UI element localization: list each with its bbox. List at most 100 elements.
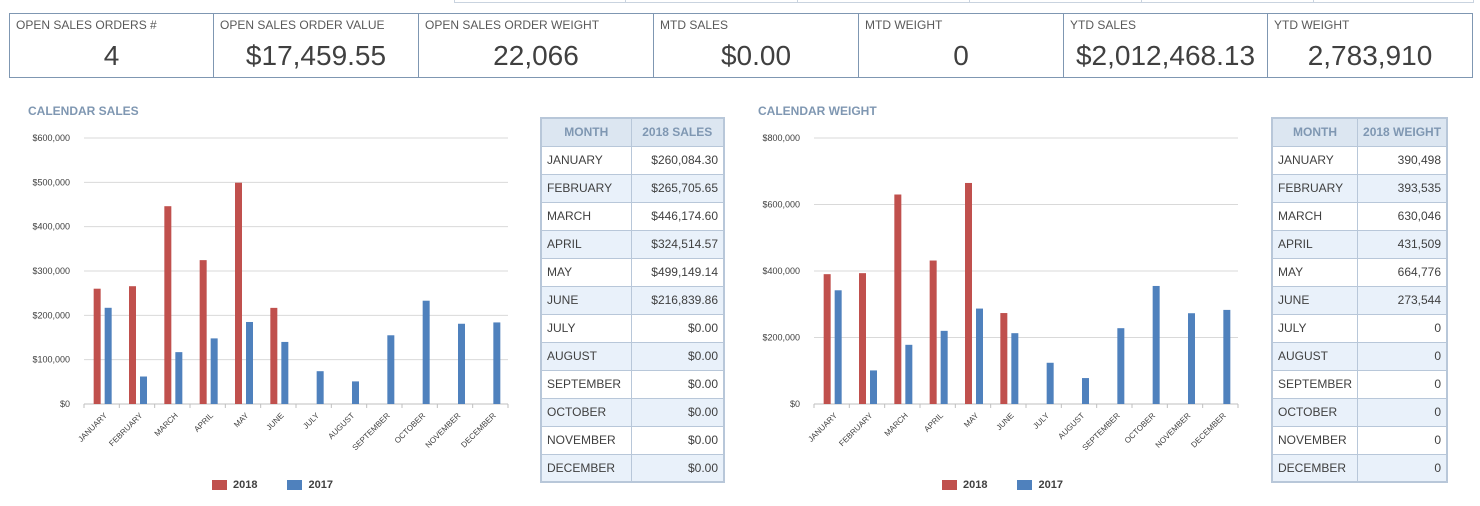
kpi-label: MTD WEIGHT xyxy=(865,18,943,32)
month-cell: SEPTEMBER xyxy=(1271,369,1359,399)
kpi-value: $0.00 xyxy=(720,40,792,71)
x-tick-label: DECEMBER xyxy=(1189,411,1228,450)
month-cell: MARCH xyxy=(540,201,632,231)
bar-2017-may xyxy=(976,308,983,404)
legend-item-2017: 2017 xyxy=(1017,479,1063,491)
y-tick-label: $800,000 xyxy=(762,133,800,143)
y-tick-label: $0 xyxy=(790,399,800,409)
month-cell: MAY xyxy=(1271,257,1359,287)
x-tick-label: JANUARY xyxy=(76,411,109,444)
chart-title-weight: CALENDAR WEIGHT xyxy=(758,104,877,118)
x-tick-label: MAY xyxy=(962,411,981,430)
bar-2017-october xyxy=(1152,285,1160,404)
legend-swatch xyxy=(1017,480,1033,490)
legend-item-2017: 2017 xyxy=(287,479,333,491)
table-row: FEBRUARY $265,705.65 xyxy=(540,173,725,203)
table-row: NOVEMBER $0.00 xyxy=(540,425,725,455)
bar-2018-january xyxy=(823,274,831,404)
table-row: FEBRUARY 393,535 xyxy=(1271,173,1448,203)
kpi-value: $2,012,468.13 xyxy=(1075,40,1256,71)
x-tick-label: APRIL xyxy=(922,411,945,434)
kpi-value: 22,066 xyxy=(493,40,579,71)
x-tick-label: MARCH xyxy=(153,411,180,438)
bar-2017-july xyxy=(1046,362,1054,404)
value-cell: $265,705.65 xyxy=(630,173,725,203)
bar-2018-march xyxy=(164,206,172,404)
bar-2017-september xyxy=(1117,328,1125,404)
month-cell: OCTOBER xyxy=(1271,397,1359,427)
x-tick-label: OCTOBER xyxy=(1123,411,1157,445)
y-tick-label: $200,000 xyxy=(32,310,70,320)
bar-2017-may xyxy=(246,321,253,404)
bar-2017-april xyxy=(210,338,218,404)
bar-2018-june xyxy=(1000,313,1008,404)
bar-2017-august xyxy=(1082,378,1089,404)
month-cell: JANUARY xyxy=(540,145,632,175)
sales-table: MONTH 2018 SALES JANUARY $260,084.30 FEBRU… xyxy=(540,117,725,483)
bar-2018-may xyxy=(235,182,242,404)
legend-label: 2018 xyxy=(963,479,988,491)
table-row: DECEMBER 0 xyxy=(1271,453,1448,483)
value-cell: $499,149.14 xyxy=(630,257,725,287)
bar-2017-march xyxy=(905,344,913,404)
kpi-label: YTD SALES xyxy=(1070,18,1137,32)
sales-bar-chart: $0 $100,000 $200,000 $300,000 $400,000 $500,0… xyxy=(32,133,509,452)
bar-2018-june xyxy=(270,307,278,404)
weight-bar-chart: $0 $200,000 $400,000 $600,000 $800,000 JANUAR… xyxy=(762,133,1239,452)
month-cell: JULY xyxy=(540,313,632,343)
value-cell: 0 xyxy=(1357,453,1448,483)
table-header-row: MONTH 2018 SALES xyxy=(540,117,725,147)
bar-2018-may xyxy=(965,182,972,404)
month-cell: AUGUST xyxy=(540,341,632,371)
x-tick-label: AUGUST xyxy=(326,411,356,441)
header-month: MONTH xyxy=(540,117,632,147)
month-cell: FEBRUARY xyxy=(1271,173,1359,203)
bar-2017-november xyxy=(1188,313,1195,404)
value-cell: 390,498 xyxy=(1357,145,1448,175)
kpi-row: OPEN SALES ORDERS # 4 OPEN SALES ORDER V… xyxy=(9,13,1473,78)
table-row: AUGUST 0 xyxy=(1271,341,1448,371)
table-row: MAY $499,149.14 xyxy=(540,257,725,287)
month-cell: APRIL xyxy=(540,229,632,259)
table-row: JANUARY 390,498 xyxy=(1271,145,1448,175)
x-tick-label: NOVEMBER xyxy=(424,411,463,450)
value-cell: $0.00 xyxy=(630,397,725,427)
header-2018-sales: 2018 SALES xyxy=(630,117,725,147)
x-tick-label: MARCH xyxy=(883,411,910,438)
table-row: MARCH $446,174.60 xyxy=(540,201,725,231)
x-tick-label: SEPTEMBER xyxy=(1080,411,1121,452)
header-2018-weight: 2018 WEIGHT xyxy=(1357,117,1448,147)
value-cell: $446,174.60 xyxy=(630,201,725,231)
kpi-ytd-weight: YTD WEIGHT 2,783,910 xyxy=(1268,14,1472,77)
kpi-ytd-sales: YTD SALES $2,012,468.13 xyxy=(1064,14,1268,77)
table-row: MAY 664,776 xyxy=(1271,257,1448,287)
table-row: OCTOBER $0.00 xyxy=(540,397,725,427)
month-cell: MAY xyxy=(540,257,632,287)
table-row: JUNE $216,839.86 xyxy=(540,285,725,315)
value-cell: $0.00 xyxy=(630,369,725,399)
table-row: SEPTEMBER $0.00 xyxy=(540,369,725,399)
kpi-mtd-sales: MTD SALES $0.00 xyxy=(654,14,859,77)
bar-2017-march xyxy=(175,352,183,404)
x-tick-label: MAY xyxy=(232,411,251,430)
value-cell: $0.00 xyxy=(630,313,725,343)
kpi-label: OPEN SALES ORDERS # xyxy=(16,18,157,32)
month-cell: OCTOBER xyxy=(540,397,632,427)
legend-label: 2018 xyxy=(233,479,258,491)
bar-2018-march xyxy=(894,194,902,404)
legend-item-2018: 2018 xyxy=(942,479,987,491)
y-tick-label: $600,000 xyxy=(762,200,800,210)
sales-legend: 2018 2017 xyxy=(212,479,363,491)
bar-2017-june xyxy=(281,341,289,404)
chart-title-sales: CALENDAR SALES xyxy=(28,104,139,118)
x-tick-label: FEBRUARY xyxy=(837,411,875,449)
legend-swatch xyxy=(212,480,227,490)
y-tick-label: $300,000 xyxy=(32,266,70,276)
value-cell: 0 xyxy=(1357,341,1448,371)
bar-2018-february xyxy=(859,273,866,404)
x-tick-label: DECEMBER xyxy=(459,411,498,450)
kpi-label: MTD SALES xyxy=(660,18,729,32)
value-cell: 0 xyxy=(1357,313,1448,343)
bar-2017-november xyxy=(458,323,465,404)
value-cell: 273,544 xyxy=(1357,285,1448,315)
